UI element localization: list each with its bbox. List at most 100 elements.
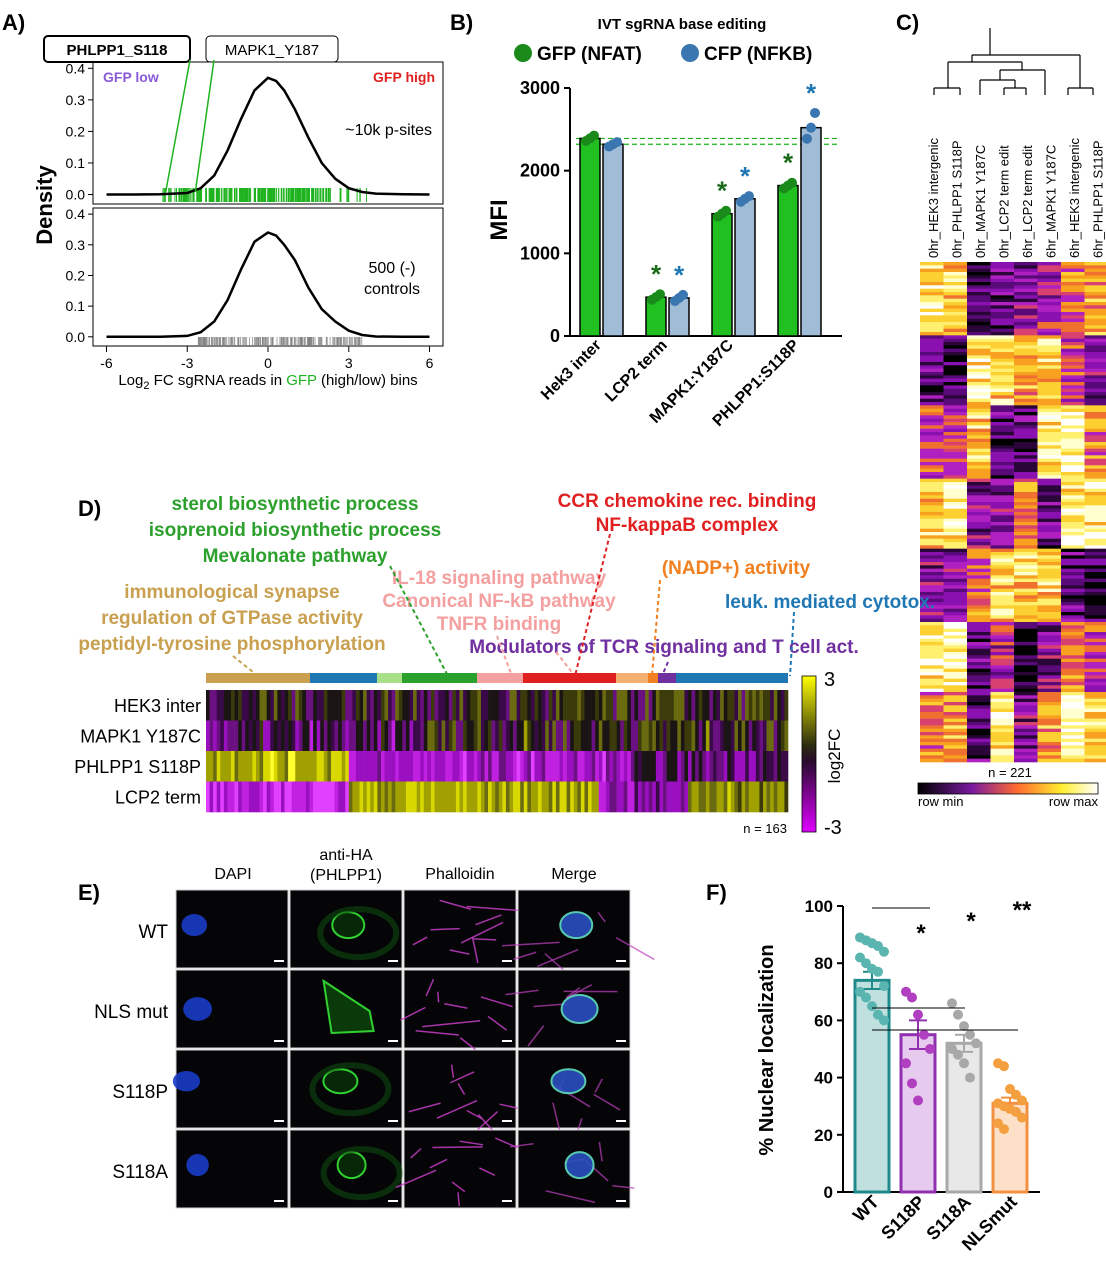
d-heat-cell bbox=[666, 781, 671, 813]
c-heat-cell bbox=[967, 552, 991, 556]
d-heat-cell bbox=[552, 690, 557, 721]
c-heat-cell bbox=[967, 302, 991, 306]
c-heat-cell bbox=[1061, 732, 1085, 736]
c-heat-cell bbox=[967, 702, 991, 706]
e-merge-nucleus bbox=[550, 1068, 587, 1095]
c-heat-cell bbox=[1084, 758, 1106, 763]
c-heat-cell bbox=[990, 478, 1015, 483]
c-heat-cell bbox=[1084, 455, 1106, 459]
d-heat-cell bbox=[777, 781, 782, 813]
c-heat-cell bbox=[1061, 745, 1085, 749]
c-heat-cell bbox=[1084, 402, 1106, 406]
c-heat-cell bbox=[1037, 485, 1062, 489]
d-heat-cell bbox=[502, 781, 507, 813]
c-heat-cell bbox=[990, 635, 1015, 639]
c-heat-cell bbox=[1084, 642, 1106, 646]
c-heat-cell bbox=[1037, 352, 1062, 356]
c-heat-cell bbox=[943, 488, 968, 493]
c-heat-cell bbox=[1014, 692, 1038, 696]
c-heat-cell bbox=[943, 338, 968, 343]
c-heat-cell bbox=[1084, 348, 1106, 353]
d-heat-cell bbox=[363, 751, 367, 782]
c-heat-cell bbox=[943, 605, 968, 609]
c-heat-cell bbox=[1084, 562, 1106, 566]
c-heat-cell bbox=[967, 678, 991, 683]
d-heat-cell bbox=[780, 751, 785, 782]
c-heat-cell bbox=[920, 605, 944, 609]
c-heat-cell bbox=[1084, 375, 1106, 379]
c-heat-cell bbox=[1084, 305, 1106, 309]
d-heat-cell bbox=[309, 751, 314, 782]
c-heat-cell bbox=[1037, 275, 1062, 279]
d-heat-cell bbox=[505, 690, 510, 721]
c-heat-cell bbox=[1084, 428, 1106, 433]
d-heat-cell bbox=[645, 690, 650, 721]
d-heat-cell bbox=[248, 781, 253, 813]
c-heat-cell bbox=[1061, 395, 1085, 399]
c-heat-cell bbox=[920, 545, 944, 549]
c-heat-cell bbox=[943, 738, 968, 743]
c-heat-cell bbox=[990, 358, 1015, 363]
c-heat-cell bbox=[967, 445, 991, 449]
c-heat-cell bbox=[967, 658, 991, 663]
d-leader-line bbox=[661, 661, 669, 677]
c-heat-cell bbox=[1061, 585, 1085, 589]
c-heat-cell bbox=[990, 655, 1015, 659]
c-heat-cell bbox=[1084, 695, 1106, 699]
c-heat-cell bbox=[943, 715, 968, 719]
c-heat-cell bbox=[990, 742, 1015, 746]
d-heat-cell bbox=[338, 781, 342, 813]
c-heat-cell bbox=[990, 628, 1015, 633]
c-heat-cell bbox=[1084, 495, 1106, 499]
d-heat-cell bbox=[427, 781, 432, 813]
c-column-label: 6hr_PHLPP1 S118P bbox=[1090, 140, 1105, 258]
e-actin-fiber bbox=[466, 905, 518, 912]
c-heat-cell bbox=[967, 675, 991, 679]
c-heat-cell bbox=[1014, 442, 1038, 446]
c-heat-cell bbox=[1084, 708, 1106, 713]
f-point bbox=[953, 1009, 963, 1020]
c-heat-cell bbox=[943, 622, 968, 626]
c-heat-cell bbox=[967, 722, 991, 726]
c-heat-cell bbox=[920, 502, 944, 506]
c-heat-cell bbox=[967, 422, 991, 426]
c-heat-cell bbox=[1061, 722, 1085, 726]
c-heat-cell bbox=[1084, 308, 1106, 313]
d-heat-cell bbox=[755, 751, 760, 782]
c-heat-cell bbox=[990, 645, 1015, 649]
c-heat-cell bbox=[943, 405, 968, 409]
d-heat-cell bbox=[405, 781, 410, 813]
d-heat-cell bbox=[238, 781, 243, 813]
d-heat-cell bbox=[673, 751, 678, 782]
c-heat-cell bbox=[990, 288, 1015, 293]
f-point bbox=[999, 1124, 1009, 1135]
c-heat-cell bbox=[920, 452, 944, 456]
c-heat-cell bbox=[990, 305, 1015, 309]
c-heat-cell bbox=[1014, 528, 1038, 533]
d-heat-cell bbox=[513, 720, 517, 752]
c-heat-cell bbox=[1061, 285, 1085, 289]
c-heat-cell bbox=[920, 688, 944, 693]
d-heat-cell bbox=[459, 781, 464, 813]
d-heat-cell bbox=[598, 781, 603, 813]
c-heat-cell bbox=[943, 625, 968, 629]
c-heat-cell bbox=[1061, 505, 1085, 509]
c-heat-cell bbox=[920, 465, 944, 469]
d-heat-cell bbox=[366, 781, 371, 813]
d-heat-cell bbox=[391, 751, 396, 782]
panel-b: IVT sgRNA base editing GFP (NFAT) CFP (N… bbox=[486, 16, 842, 430]
d-heat-cell bbox=[327, 781, 332, 813]
d-heat-cell bbox=[580, 720, 585, 752]
c-heat-cell bbox=[943, 315, 968, 319]
d-heat-cell bbox=[559, 751, 564, 782]
d-heat-cell bbox=[659, 720, 664, 752]
d-heat-cell bbox=[530, 751, 535, 782]
c-heat-cell bbox=[1037, 668, 1062, 673]
c-heat-cell bbox=[943, 575, 968, 579]
c-heat-cell bbox=[1084, 592, 1106, 596]
d-heat-cell bbox=[459, 690, 464, 721]
d-heat-cell bbox=[430, 690, 435, 721]
c-heat-cell bbox=[920, 595, 944, 599]
c-heat-cell bbox=[1014, 272, 1038, 276]
